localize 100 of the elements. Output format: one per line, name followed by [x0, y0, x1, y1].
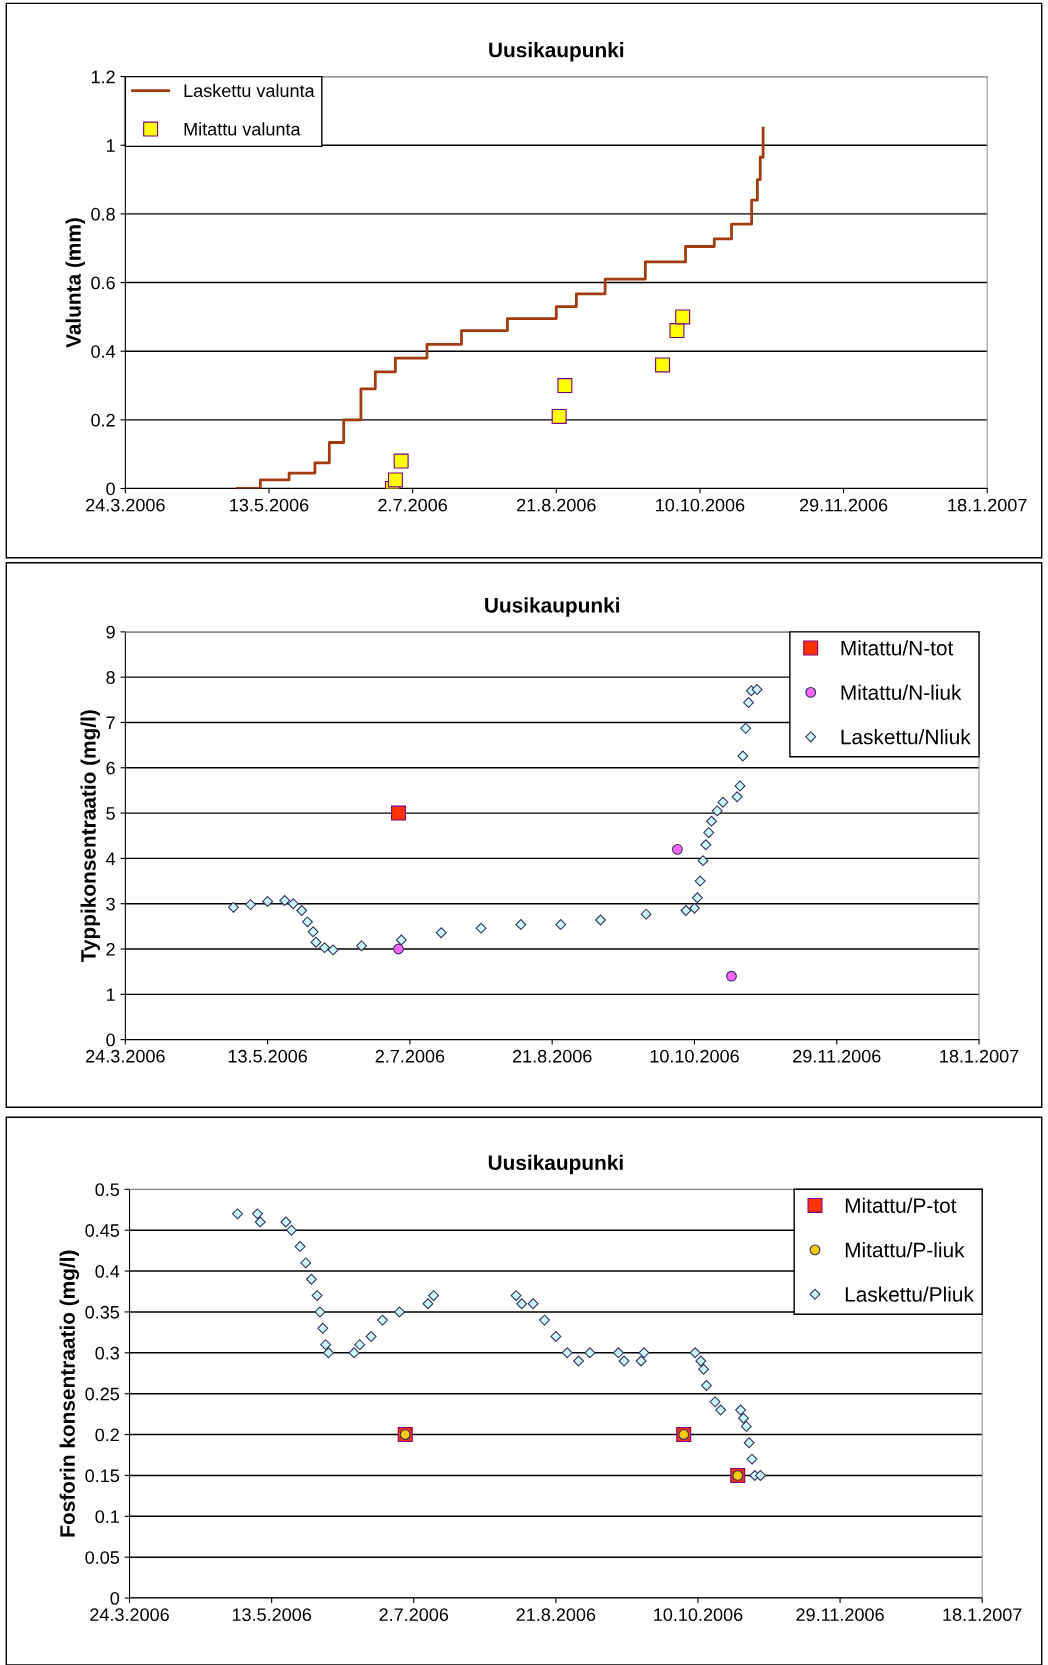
point: [701, 1380, 712, 1391]
y-tick-label: 6: [106, 761, 115, 775]
legend-label: Laskettu/Nliuk: [841, 729, 971, 745]
point: [755, 1469, 766, 1481]
y-tick-label: 5: [106, 807, 115, 820]
point: [737, 1412, 749, 1424]
point: [715, 1404, 727, 1416]
point: [356, 940, 367, 952]
y-tick-label: 0.4: [95, 1265, 120, 1278]
point: [743, 1437, 755, 1449]
point: [300, 1257, 312, 1269]
y-axis-title: Typpikonsentraatio (mg/l): [80, 710, 101, 963]
point: [669, 323, 685, 339]
point: [743, 697, 755, 709]
point: [516, 1298, 528, 1310]
point: [689, 1347, 701, 1359]
point: [734, 780, 746, 792]
y-tick-label: 0: [110, 1592, 120, 1605]
x-tick-label: 13.5.2006: [230, 498, 309, 512]
x-tick-label: 29.11.2006: [799, 498, 888, 512]
point: [612, 1347, 624, 1359]
point: [393, 453, 409, 469]
y-tick-label: 3: [106, 897, 115, 911]
y-tick-label: 9: [106, 625, 115, 639]
point: [746, 1453, 758, 1465]
point: [731, 791, 743, 803]
y-tick-label: 8: [106, 671, 115, 684]
chart-title: Uusikaupunki: [485, 597, 620, 617]
y-tick-label: 2: [106, 942, 115, 956]
y-tick-label: 0.8: [91, 207, 115, 221]
point: [327, 944, 339, 956]
point: [305, 1273, 317, 1285]
point: [751, 683, 763, 695]
y-tick-label: 1.2: [91, 70, 115, 84]
point: [310, 936, 322, 948]
point: [737, 750, 749, 762]
point: [740, 722, 752, 734]
point: [365, 1330, 377, 1342]
y-tick-label: 0.2: [91, 413, 115, 427]
x-tick-label: 2.7.2006: [379, 1608, 449, 1622]
y-tick-label: 0.6: [91, 276, 115, 290]
y-tick-label: 0.15: [85, 1469, 120, 1483]
point: [294, 1241, 306, 1253]
point: [348, 1347, 360, 1359]
chart-title: Uusikaupunki: [489, 42, 624, 62]
point: [675, 309, 691, 325]
point: [740, 1420, 752, 1432]
point: [711, 805, 723, 817]
y-tick-label: 1: [106, 988, 115, 1001]
point: [709, 1396, 721, 1408]
point: [706, 815, 718, 827]
point: [703, 827, 715, 839]
y-tick-label: 0.1: [95, 1510, 119, 1524]
point: [689, 902, 700, 914]
chart-title: Uusikaupunki: [488, 1154, 623, 1175]
point: [691, 892, 703, 904]
point: [279, 895, 291, 907]
x-tick-label: 21.8.2006: [512, 1049, 592, 1063]
x-tick-label: 29.11.2006: [793, 1049, 881, 1063]
point: [245, 899, 257, 911]
point: [394, 1306, 406, 1318]
point: [698, 1363, 710, 1375]
x-tick-label: 24.3.2006: [86, 498, 165, 512]
x-tick-label: 10.10.2006: [650, 1049, 739, 1063]
legend-label: Laskettu valunta: [184, 83, 315, 98]
legend-label: Mitattu/N-tot: [841, 640, 954, 656]
point: [618, 1355, 630, 1367]
point: [435, 927, 447, 939]
point: [640, 908, 652, 920]
point: [695, 1355, 707, 1367]
point: [515, 919, 527, 931]
legend-label: Mitattu/P-liuk: [845, 1242, 965, 1258]
point: [550, 1330, 562, 1342]
y-tick-label: 7: [106, 716, 115, 730]
x-tick-label: 2.7.2006: [375, 1049, 445, 1063]
point: [232, 1208, 244, 1220]
point: [301, 916, 313, 928]
point: [262, 895, 274, 907]
point: [555, 919, 567, 931]
y-tick-label: 0.2: [95, 1428, 119, 1442]
y-tick-label: 0.4: [91, 345, 116, 358]
point: [697, 855, 709, 867]
point: [735, 1404, 747, 1416]
point: [638, 1347, 650, 1359]
point: [251, 1208, 263, 1220]
point: [228, 901, 239, 913]
point: [311, 1290, 323, 1302]
point: [317, 1322, 329, 1334]
point: [280, 1216, 292, 1228]
x-tick-label: 21.8.2006: [516, 1608, 596, 1622]
y-tick-label: 0.3: [95, 1346, 120, 1360]
y-tick-label: 0.05: [85, 1551, 120, 1564]
point: [694, 875, 706, 887]
legend-label: Mitattu/N-liuk: [841, 684, 962, 700]
point: [717, 796, 729, 808]
x-tick-label: 18.1.2007: [940, 1049, 1019, 1063]
point: [539, 1314, 550, 1326]
point: [475, 922, 487, 934]
y-tick-label: 0.35: [85, 1305, 120, 1319]
point: [561, 1347, 573, 1359]
